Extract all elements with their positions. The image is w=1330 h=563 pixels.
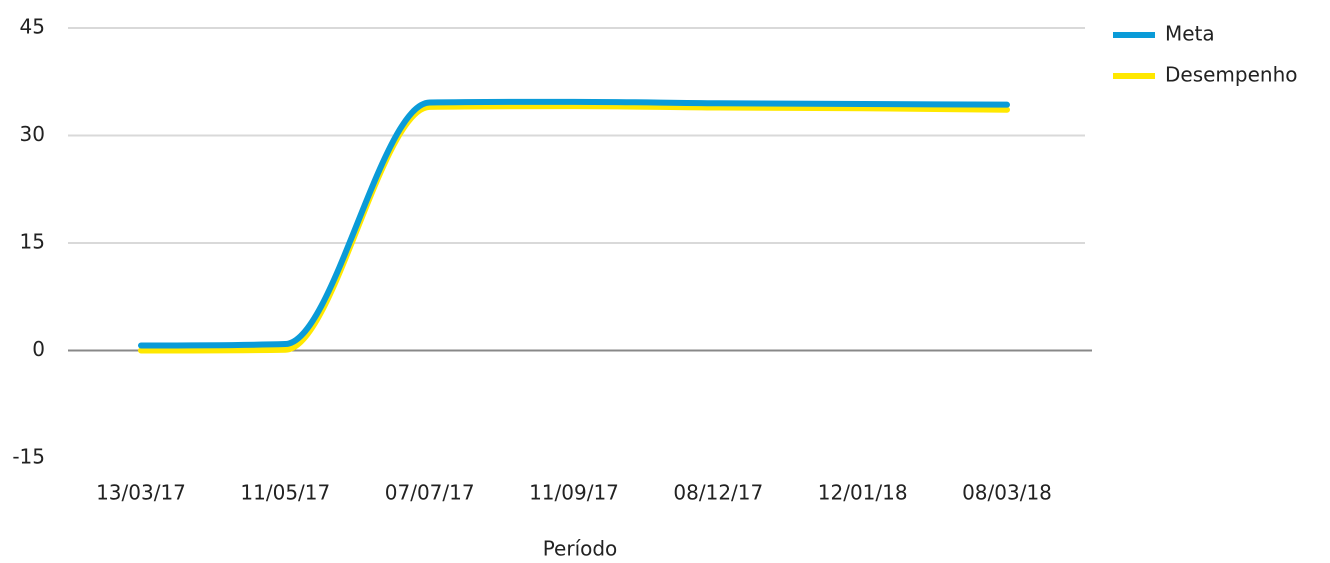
x-axis-label: Período <box>543 537 618 561</box>
legend-label: Meta <box>1165 22 1215 46</box>
y-tick-label: -15 <box>12 445 45 469</box>
line <box>138 103 1010 354</box>
x-tick-label: 07/07/17 <box>385 481 475 505</box>
x-tick-label: 11/05/17 <box>240 481 330 505</box>
x-tick-label: 12/01/18 <box>818 481 908 505</box>
x-tick-label: 11/09/17 <box>529 481 619 505</box>
x-tick-label: 13/03/17 <box>96 481 186 505</box>
y-tick-label: 15 <box>20 230 45 254</box>
y-tick-label: 0 <box>32 337 45 361</box>
line <box>138 98 1010 349</box>
y-tick-label: 30 <box>20 122 45 146</box>
x-tick-label: 08/12/17 <box>673 481 763 505</box>
legend-label: Desempenho <box>1165 63 1298 87</box>
x-tick-label: 08/03/18 <box>962 481 1052 505</box>
y-tick-label: 45 <box>20 15 45 39</box>
